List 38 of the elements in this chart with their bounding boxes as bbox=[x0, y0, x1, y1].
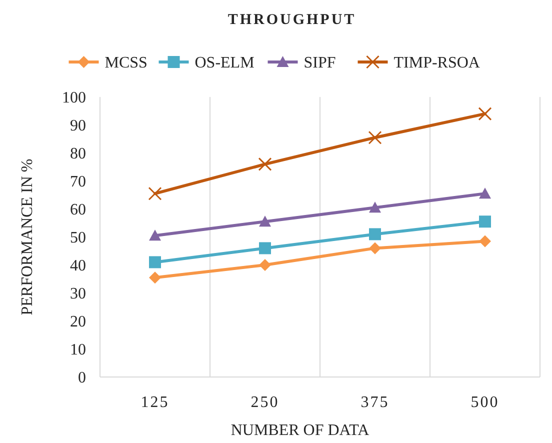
point bbox=[149, 272, 161, 284]
point bbox=[479, 216, 491, 228]
point bbox=[479, 188, 491, 199]
point bbox=[369, 202, 381, 213]
legend-label: SIPF bbox=[304, 54, 336, 72]
point bbox=[259, 242, 271, 254]
point bbox=[369, 228, 381, 240]
point bbox=[148, 186, 162, 200]
point bbox=[149, 256, 161, 268]
y-tick-label: 100 bbox=[62, 90, 86, 107]
y-tick-label: 30 bbox=[70, 286, 86, 303]
y-tick-label: 20 bbox=[70, 314, 86, 331]
point bbox=[149, 230, 161, 241]
y-tick-label: 50 bbox=[70, 230, 86, 247]
y-tick-label: 80 bbox=[70, 146, 86, 163]
x-tick-label: 500 bbox=[470, 394, 500, 411]
x-axis-title: NUMBER OF DATA bbox=[230, 422, 370, 439]
y-tick-label: 70 bbox=[70, 174, 86, 191]
point bbox=[479, 235, 491, 248]
point bbox=[369, 242, 381, 254]
point bbox=[258, 157, 272, 171]
point bbox=[478, 107, 492, 121]
legend-label: TIMP-RSOA bbox=[394, 54, 480, 72]
y-axis-title: PERFORMANCE IN % bbox=[19, 158, 36, 316]
legend-label: MCSS bbox=[104, 54, 148, 72]
y-tick-label: 10 bbox=[70, 342, 86, 359]
legend-label: OS-ELM bbox=[194, 54, 254, 72]
y-tick-label: 60 bbox=[70, 202, 86, 219]
point bbox=[259, 216, 271, 227]
chart-title: THROUGHPUT bbox=[228, 12, 356, 28]
y-tick-label: 0 bbox=[78, 370, 86, 387]
y-tick-label: 90 bbox=[70, 118, 86, 135]
x-tick-label: 250 bbox=[250, 394, 280, 411]
x-tick-label: 125 bbox=[140, 394, 170, 411]
point bbox=[368, 130, 382, 144]
y-tick-label: 40 bbox=[70, 258, 86, 275]
x-tick-label: 375 bbox=[360, 394, 390, 411]
point bbox=[259, 259, 271, 271]
